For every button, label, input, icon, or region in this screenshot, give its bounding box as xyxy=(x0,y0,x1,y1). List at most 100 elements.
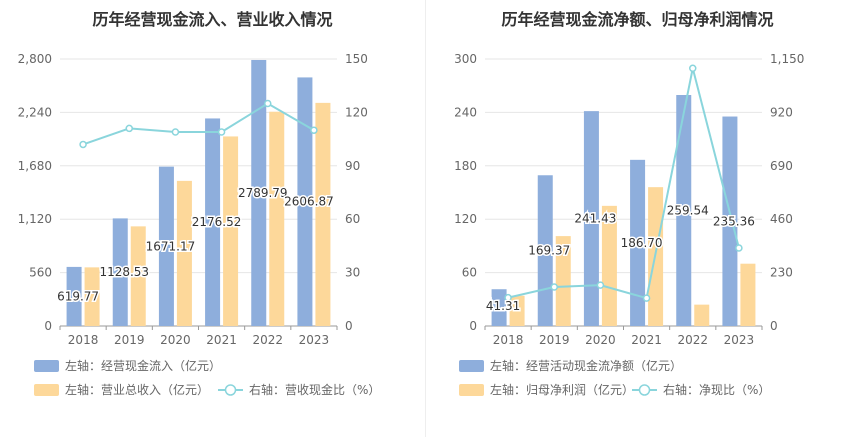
left-legend-label-secondary: 左轴：营业总收入（亿元） xyxy=(65,382,209,397)
left-right-tick-label: 120 xyxy=(345,105,368,119)
right-data-label: 186.70 xyxy=(621,236,663,250)
left-bar-primary xyxy=(297,77,313,327)
right-bar-secondary xyxy=(555,236,571,326)
left-bar-secondary xyxy=(315,102,331,326)
left-ratio-point xyxy=(217,128,226,136)
chart-plot-left: 0 0 560 30 1,120 60 1,680 90 2,240 120 2,800 150 201… xyxy=(18,52,381,397)
right-legend-marker-line xyxy=(638,384,651,396)
left-data-label: 2789.79 xyxy=(238,186,288,200)
left-x-tick-label: 2022 xyxy=(252,333,283,347)
right-legend-label-primary: 左轴：经营活动现金流净额（亿元） xyxy=(490,358,682,373)
left-right-tick-label: 150 xyxy=(345,52,368,66)
left-ratio-point xyxy=(125,124,133,133)
left-right-tick-label: 30 xyxy=(345,266,360,280)
right-data-label: 259.54 xyxy=(667,204,709,218)
left-left-tick-label: 0 xyxy=(44,319,52,333)
right-legend-swatch-secondary xyxy=(459,384,484,396)
right-x-tick-label: 2018 xyxy=(493,333,524,347)
left-data-label: 1671.17 xyxy=(146,239,196,253)
chart-title-right: 历年经营现金流净额、归母净利润情况 xyxy=(501,10,774,29)
right-right-tick-label: 1,150 xyxy=(770,52,804,66)
left-data-label: 619.77 xyxy=(57,289,99,303)
right-right-tick-label: 690 xyxy=(770,159,793,173)
right-data-label: 41.31 xyxy=(486,299,520,313)
right-ratio-point xyxy=(689,64,697,73)
left-left-tick-label: 560 xyxy=(29,266,52,280)
left-legend-swatch-primary xyxy=(34,360,59,372)
panel-divider xyxy=(425,0,426,437)
left-bar-primary xyxy=(66,266,82,326)
right-x-tick-label: 2022 xyxy=(677,333,708,347)
left-x-tick-label: 2021 xyxy=(206,333,237,347)
left-legend-label-primary: 左轴：经营现金流入（亿元） xyxy=(65,358,221,373)
right-bar-secondary xyxy=(601,205,617,326)
right-data-label: 235.36 xyxy=(713,214,755,228)
right-ratio-point xyxy=(504,293,512,302)
left-left-tick-label: 2,800 xyxy=(18,52,52,66)
left-bar-secondary xyxy=(223,136,239,326)
left-x-tick-label: 2023 xyxy=(299,333,330,347)
chart-panel-left: 历年经营现金流入、营业收入情况 0 0 560 30 1,120 60 1,680 90 2,2… xyxy=(18,10,381,397)
right-ratio-point xyxy=(550,283,558,291)
left-ratio-point xyxy=(264,99,272,108)
left-legend-marker-line xyxy=(224,384,237,396)
right-left-tick-label: 180 xyxy=(454,159,477,173)
left-bar-secondary xyxy=(130,226,146,326)
left-data-label: 2176.52 xyxy=(192,215,242,229)
right-left-tick-label: 300 xyxy=(454,52,477,66)
left-data-label: 2606.87 xyxy=(284,195,334,209)
left-ratio-line xyxy=(82,102,315,146)
right-data-label: 241.43 xyxy=(574,212,616,226)
left-x-tick-label: 2020 xyxy=(160,333,191,347)
right-left-tick-label: 240 xyxy=(454,105,477,119)
left-ratio-point xyxy=(79,140,87,149)
right-ratio-point xyxy=(735,244,743,252)
left-right-tick-label: 0 xyxy=(345,319,353,333)
left-left-tick-label: 1,680 xyxy=(18,159,52,173)
right-left-tick-label: 120 xyxy=(454,212,477,226)
right-x-tick-label: 2020 xyxy=(585,333,616,347)
chart-plot-right: 0 0 60 230 120 460 180 690 240 920 300 1,150 2018 201… xyxy=(454,52,804,397)
left-ratio-point xyxy=(310,126,318,134)
left-legend-swatch-secondary xyxy=(34,384,59,396)
right-x-tick-label: 2021 xyxy=(631,333,662,347)
left-right-tick-label: 60 xyxy=(345,212,360,226)
right-data-label: 169.37 xyxy=(528,244,570,258)
chart-title-left: 历年经营现金流入、营业收入情况 xyxy=(92,10,333,29)
left-bar-secondary xyxy=(84,267,100,326)
left-x-tick-label: 2018 xyxy=(68,333,99,347)
right-ratio-point xyxy=(642,294,651,302)
left-left-tick-label: 2,240 xyxy=(18,105,52,119)
right-bar-secondary xyxy=(740,263,756,326)
right-ratio-point xyxy=(596,281,605,289)
right-right-tick-label: 230 xyxy=(770,266,793,280)
right-bar-primary xyxy=(630,159,646,326)
right-legend-label-secondary: 左轴：归母净利润（亿元） xyxy=(490,382,634,397)
right-bar-secondary xyxy=(509,295,525,326)
right-legend-swatch-primary xyxy=(459,360,484,372)
right-left-tick-label: 60 xyxy=(462,266,477,280)
right-bar-primary xyxy=(583,111,599,327)
right-right-tick-label: 920 xyxy=(770,105,793,119)
right-bar-primary xyxy=(676,95,692,326)
left-ratio-point xyxy=(171,128,180,136)
left-bar-primary xyxy=(205,118,221,326)
left-right-tick-label: 90 xyxy=(345,159,360,173)
right-ratio-line xyxy=(507,68,740,300)
left-bar-primary xyxy=(158,166,174,326)
left-bar-primary xyxy=(251,59,267,326)
chart-panel-right: 历年经营现金流净额、归母净利润情况 0 0 60 230 120 460 180 690 240… xyxy=(425,0,850,437)
left-legend-label-line: 右轴：营收现金比（%） xyxy=(249,382,380,397)
right-right-tick-label: 0 xyxy=(770,319,778,333)
left-bar-primary xyxy=(112,218,128,326)
right-left-tick-label: 0 xyxy=(469,319,477,333)
left-bar-secondary xyxy=(176,180,192,326)
left-x-tick-label: 2019 xyxy=(114,333,145,347)
left-left-tick-label: 1,120 xyxy=(18,212,52,226)
right-x-tick-label: 2019 xyxy=(539,333,570,347)
left-bar-secondary xyxy=(269,111,285,326)
right-legend-label-line: 右轴：净现比（%） xyxy=(663,382,770,397)
right-bar-secondary xyxy=(694,304,710,326)
left-data-label: 1128.53 xyxy=(99,265,149,279)
right-bar-primary xyxy=(722,116,738,326)
